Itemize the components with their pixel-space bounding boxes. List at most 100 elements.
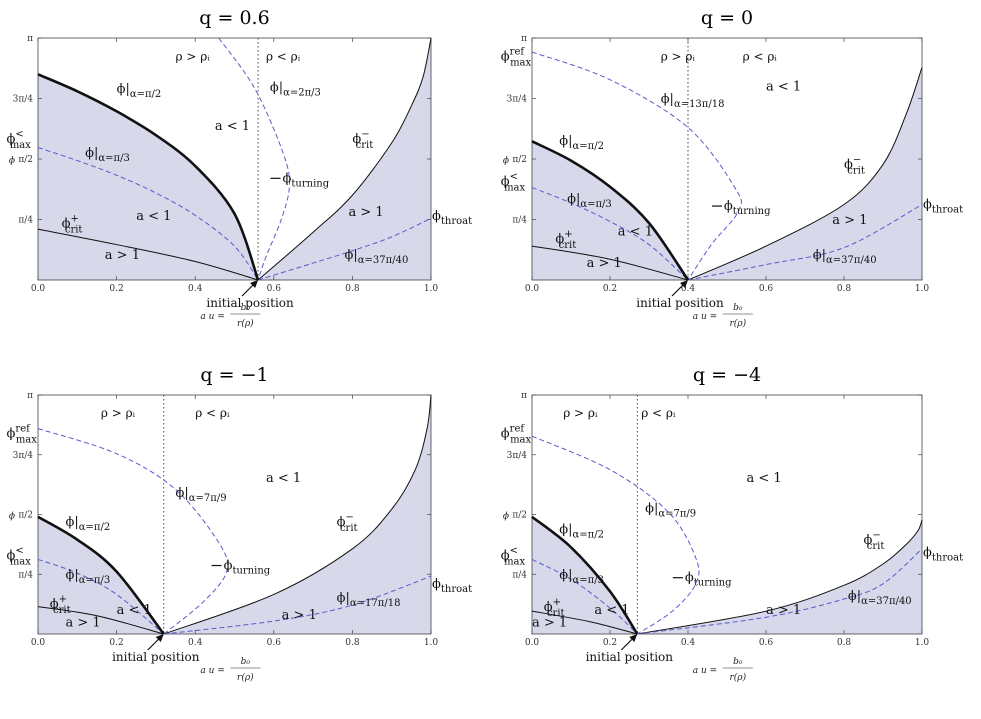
x-tick-label: 1.0 <box>424 638 439 648</box>
shade-right <box>637 519 922 634</box>
inequality-label: a < 1 <box>136 209 171 224</box>
crit-minus-curve <box>637 519 923 635</box>
inequality-label: a < 1 <box>215 119 250 134</box>
alpha-c-label: ϕ|α=37π/40 <box>345 248 409 266</box>
crit-plus-label: ϕ+ crit <box>62 214 83 236</box>
shade-right <box>163 395 431 634</box>
initial-position-arrowhead <box>155 634 164 642</box>
inequality-label: a > 1 <box>832 213 867 228</box>
x-axis-label-lhs: a u = <box>693 666 717 676</box>
panel-title: q = 0 <box>701 7 753 29</box>
y-axis-label: ϕ <box>9 156 15 166</box>
y-tick-label: π/2 <box>512 155 527 165</box>
turning-label: ϕturning <box>724 199 771 217</box>
y-axis-label: ϕ <box>503 512 509 522</box>
x-tick-label: 0.4 <box>681 284 696 294</box>
panel-title: q = −1 <box>200 364 268 386</box>
y-axis-label: ϕ <box>9 512 15 522</box>
x-axis-label-num: b₀ <box>241 303 251 313</box>
turning-label: ϕturning <box>685 571 732 589</box>
max-less-label: ϕ< max <box>501 545 526 567</box>
shade-right <box>258 38 431 281</box>
max-ref-label: ϕref max <box>7 424 38 446</box>
inequality-label: a < 1 <box>747 471 782 486</box>
x-tick-label: 0.8 <box>837 638 852 648</box>
alpha-third-curve <box>37 558 165 635</box>
inequality-label: a < 1 <box>594 603 629 618</box>
alpha-third-curve <box>37 147 259 281</box>
y-tick-label: 3π/4 <box>507 451 528 461</box>
crit-minus-label: ϕ− crit <box>352 129 373 151</box>
x-axis-label-den: r(ρ) <box>237 318 254 329</box>
y-tick-label: π/4 <box>18 570 33 580</box>
crit-plus-curve <box>37 228 259 281</box>
y-axis-label: ϕ <box>503 156 509 166</box>
initial-position-arrowhead <box>629 634 638 642</box>
throat-label: ϕthroat <box>923 198 963 216</box>
region-label-inner: ρ < ρᵢ <box>266 49 301 63</box>
x-tick-label: 0.0 <box>525 284 540 294</box>
alpha-c-curve <box>163 575 432 635</box>
x-tick-label: 0.2 <box>603 284 617 294</box>
alpha-b-curve <box>531 435 700 635</box>
alpha-half-label: ϕ|α=π/2 <box>66 515 111 533</box>
initial-position-label: initial position <box>112 650 200 664</box>
x-tick-label: 0.8 <box>345 284 360 294</box>
x-tick-label: 0.6 <box>759 638 774 648</box>
panel-title: q = 0.6 <box>199 7 269 29</box>
alpha-half-label: ϕ|α=π/2 <box>559 523 604 541</box>
crit-plus-curve <box>531 610 638 635</box>
crit-minus-curve <box>163 395 432 635</box>
inequality-label: a > 1 <box>282 608 317 623</box>
alpha-b-curve <box>531 51 742 281</box>
x-tick-label: 0.4 <box>188 284 203 294</box>
alpha-c-curve <box>257 217 432 281</box>
x-tick-label: 1.0 <box>915 284 930 294</box>
crit-plus-label: ϕ+ crit <box>555 229 576 251</box>
max-less-label: ϕ< max <box>501 171 526 193</box>
region-label-inner: ρ < ρᵢ <box>743 49 778 63</box>
alpha-b-curve <box>37 428 229 635</box>
alpha-half-label: ϕ|α=π/2 <box>559 134 604 152</box>
alpha-half-curve <box>531 515 639 635</box>
crit-plus-label: ϕ+ crit <box>544 597 565 619</box>
initial-position-arrowhead <box>250 280 259 288</box>
shade-left <box>38 516 164 634</box>
panel-3: 0.0 0.2 0.4 0.6 0.8 1.0 π/4 π/2 3π/4 π ϕ a u = b₀ r(ρ… <box>7 364 473 683</box>
turning-label: ϕturning <box>224 559 271 577</box>
panel-1: 0.0 0.2 0.4 0.6 0.8 1.0 π/4 π/2 3π/4 π ϕ a u = b₀ r(ρ… <box>7 7 473 329</box>
alpha-b-curve <box>218 37 291 281</box>
y-tick-label: π/2 <box>18 511 33 521</box>
x-tick-label: 0.6 <box>267 638 282 648</box>
alpha-c-label: ϕ|α=37π/40 <box>848 589 912 607</box>
alpha-third-label: ϕ|α=π/3 <box>85 146 130 164</box>
crit-minus-label: ϕ− crit <box>844 154 865 176</box>
crit-plus-curve <box>37 606 164 635</box>
x-tick-label: 0.0 <box>525 638 540 648</box>
alpha-c-label: ϕ|α=37π/40 <box>813 248 877 266</box>
crit-plus-label: ϕ+ crit <box>50 594 71 616</box>
x-axis-label-lhs: a u = <box>200 312 224 322</box>
y-tick-label: π <box>521 34 527 44</box>
alpha-third-curve <box>531 187 689 281</box>
region-label-outer: ρ > ρᵢ <box>176 49 211 63</box>
alpha-half-curve <box>531 140 690 281</box>
alpha-c-label: ϕ|α=17π/18 <box>337 591 401 609</box>
alpha-third-curve <box>531 559 638 635</box>
initial-position-label: initial position <box>206 296 294 310</box>
x-tick-label: 0.8 <box>837 284 852 294</box>
inequality-label: a > 1 <box>766 603 801 618</box>
shade-left <box>532 141 688 280</box>
shade-right <box>688 67 922 280</box>
x-axis-label-den: r(ρ) <box>729 672 746 683</box>
x-tick-label: 0.2 <box>109 638 123 648</box>
alpha-b-label: ϕ|α=13π/18 <box>661 92 725 110</box>
x-axis-label-num: b₀ <box>733 657 743 667</box>
throat-label: ϕthroat <box>432 209 472 227</box>
y-tick-label: π <box>521 391 527 401</box>
alpha-c-curve <box>687 204 923 281</box>
alpha-third-label: ϕ|α=π/3 <box>66 568 111 586</box>
panel-title: q = −4 <box>693 364 761 386</box>
y-tick-label: 3π/4 <box>507 95 528 105</box>
